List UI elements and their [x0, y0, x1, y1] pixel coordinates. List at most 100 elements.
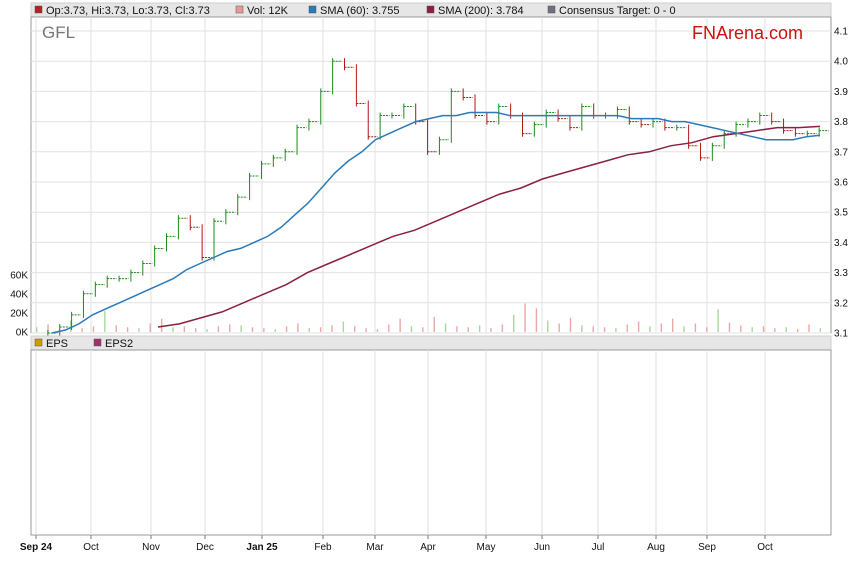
price-tick-label: 3.9	[834, 87, 848, 98]
month-label: Mar	[366, 542, 384, 553]
legend-swatch	[426, 5, 435, 14]
eps-vertical-gridlines	[35, 350, 766, 535]
volume-tick-label: 0K	[16, 328, 29, 339]
legend-label: Op:3.73, Hi:3.73, Lo:3.73, Cl:3.73	[46, 5, 210, 17]
top-legend: Op:3.73, Hi:3.73, Lo:3.73, Cl:3.73 Vol: 1…	[34, 5, 676, 17]
volume-bar	[501, 324, 504, 332]
legend-swatch	[547, 5, 556, 14]
volume-bar	[615, 328, 617, 332]
volume-bar	[433, 316, 435, 332]
volume-bar	[774, 328, 776, 332]
legend-label: Vol: 12K	[247, 5, 289, 17]
price-tick-label: 3.8	[834, 117, 848, 128]
volume-bar	[706, 327, 708, 332]
volume-bar	[581, 325, 583, 332]
volume-bar	[274, 329, 276, 332]
volume-bar	[36, 327, 38, 332]
volume-bar	[308, 328, 310, 332]
legend-swatch	[34, 338, 43, 347]
volume-bar	[683, 326, 685, 332]
volume-bar	[104, 311, 106, 332]
volume-bar	[660, 323, 663, 332]
volume-bar	[694, 323, 697, 332]
month-label: Dec	[196, 542, 214, 553]
month-label: Sep 24	[20, 542, 53, 553]
volume-bar	[649, 326, 651, 332]
volume-bar	[603, 327, 606, 332]
volume-bar	[535, 308, 538, 332]
volume-bar	[126, 327, 129, 332]
volume-bar	[592, 326, 594, 332]
volume-tick-label: 20K	[10, 309, 28, 320]
legend-swatch	[34, 5, 43, 14]
price-tick-label: 3.1	[834, 329, 848, 340]
price-tick-label: 3.5	[834, 208, 848, 219]
price-tick-label: 3.7	[834, 147, 848, 158]
volume-bar	[626, 324, 628, 332]
month-label: May	[477, 542, 496, 553]
volume-bar	[183, 326, 186, 332]
sma60-line	[51, 111, 821, 334]
bottom-legend: EPS EPS2	[34, 338, 133, 350]
volume-bar	[740, 325, 742, 332]
volume-bar	[478, 325, 481, 332]
price-axis: 3.1 3.2 3.3 3.4 3.5 3.6 3.7 3.8 3.9 4.0 4.1	[834, 27, 848, 340]
month-label: Oct	[83, 542, 99, 553]
price-tick-label: 3.6	[834, 178, 848, 189]
volume-bar	[569, 317, 572, 332]
volume-bar	[388, 324, 390, 332]
volume-bar	[217, 326, 220, 332]
price-panel	[30, 16, 832, 334]
price-bars	[35, 58, 829, 343]
volume-bar	[354, 326, 356, 332]
month-label: Oct	[757, 542, 773, 553]
volume-bar	[422, 327, 424, 332]
month-label: Sep	[698, 542, 716, 553]
volume-bar	[319, 327, 322, 332]
volume-bar	[399, 318, 401, 332]
price-tick-label: 3.4	[834, 238, 848, 249]
volume-bar	[92, 326, 95, 332]
volume-bars	[36, 303, 822, 332]
volume-bar	[195, 328, 197, 332]
volume-bar	[115, 325, 117, 332]
legend-label: SMA (60): 3.755	[320, 5, 400, 17]
legend-label: SMA (200): 3.784	[438, 5, 524, 17]
volume-bar	[81, 328, 83, 332]
volume-bar	[160, 318, 163, 332]
legend-label: Consensus Target: 0 - 0	[559, 5, 676, 17]
volume-bar	[138, 328, 140, 332]
volume-tick-label: 60K	[10, 271, 28, 282]
volume-bar	[796, 329, 799, 332]
volume-bar	[149, 323, 151, 332]
volume-bar	[547, 320, 549, 332]
volume-bar	[717, 309, 719, 332]
legend-swatch	[235, 5, 244, 14]
volume-bar	[240, 325, 242, 332]
volume-bar	[785, 327, 787, 332]
vertical-gridlines	[35, 17, 766, 333]
month-label: Apr	[420, 542, 436, 553]
volume-tick-label: 40K	[10, 290, 28, 301]
legend-swatch	[308, 5, 317, 14]
brand-logo: FNArena.com	[692, 23, 803, 43]
price-tick-label: 3.3	[834, 268, 848, 279]
price-tick-label: 4.1	[834, 27, 848, 38]
legend-label: EPS2	[105, 338, 133, 350]
month-label: Aug	[647, 542, 665, 553]
volume-bar	[728, 322, 731, 332]
volume-bar	[467, 327, 469, 332]
legend-swatch	[93, 338, 102, 347]
volume-bar	[637, 321, 640, 332]
month-label: Jan 25	[246, 542, 278, 553]
ticker-label: GFL	[42, 23, 75, 42]
price-tick-label: 3.2	[834, 298, 848, 309]
volume-bar	[297, 323, 299, 332]
month-label: Feb	[314, 542, 332, 553]
month-label: Jul	[592, 542, 605, 553]
volume-bar	[285, 326, 288, 332]
bottom-legend-bar	[30, 335, 832, 351]
volume-bar	[376, 329, 379, 332]
volume-bar	[490, 328, 492, 332]
